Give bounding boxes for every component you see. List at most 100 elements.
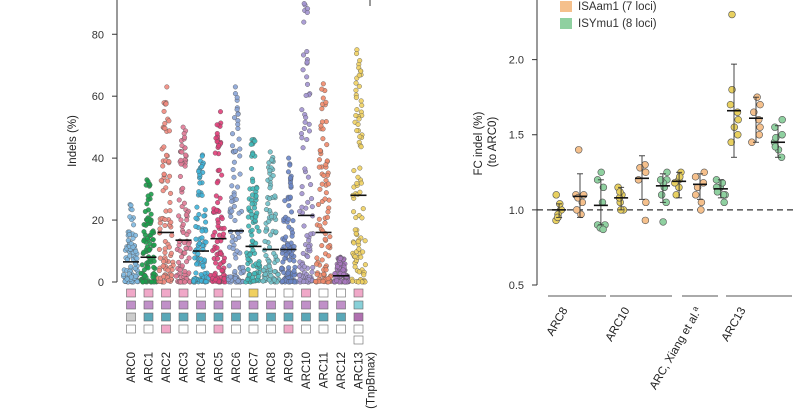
left-data-point <box>128 274 134 280</box>
left-data-point <box>353 87 359 93</box>
left-data-point <box>316 216 322 222</box>
module-cell <box>161 300 171 310</box>
left-data-point <box>269 157 275 163</box>
module-cell <box>353 324 364 334</box>
left-data-point <box>299 204 305 210</box>
left-data-point <box>216 143 222 149</box>
left-data-point <box>286 155 292 161</box>
left-data-point <box>304 59 310 65</box>
right-data-point <box>734 131 742 139</box>
left-data-point <box>140 279 146 285</box>
right-y-tick-label: 1.0 <box>509 205 524 217</box>
left-data-point <box>263 253 269 259</box>
left-y-tick-label: 80 <box>92 29 104 41</box>
left-data-point <box>169 272 175 278</box>
right-data-point <box>578 198 586 207</box>
left-data-point <box>287 257 293 263</box>
left-data-point <box>213 193 219 199</box>
left-data-point <box>325 209 331 215</box>
left-x-tick-label: ARC8 <box>266 352 278 383</box>
left-data-point <box>162 120 168 126</box>
left-data-point <box>233 255 239 261</box>
left-data-point <box>234 107 240 113</box>
left-data-point <box>173 273 179 279</box>
left-data-point <box>285 216 291 222</box>
left-data-point <box>168 190 174 196</box>
right-data-point <box>771 143 780 151</box>
left-data-point <box>302 119 308 125</box>
left-data-point <box>323 267 329 273</box>
left-data-point <box>193 215 199 221</box>
left-data-point <box>286 203 292 209</box>
left-data-point <box>132 265 138 271</box>
module-cell <box>231 312 241 322</box>
left-data-point <box>317 186 323 192</box>
module-cell <box>248 288 259 298</box>
left-data-point <box>214 180 220 186</box>
right-data-point <box>697 206 705 214</box>
legend-swatch <box>560 1 572 12</box>
module-cell <box>126 312 136 322</box>
left-data-point <box>215 200 221 206</box>
module-cell <box>248 324 259 334</box>
left-data-point <box>148 219 154 225</box>
right-data-point <box>750 108 758 116</box>
left-data-point <box>176 197 182 203</box>
left-data-point <box>269 214 275 220</box>
left-data-point <box>291 243 297 249</box>
left-data-point <box>184 259 190 265</box>
left-data-point <box>355 121 361 127</box>
left-data-point <box>360 206 366 212</box>
right-data-point <box>720 198 728 207</box>
module-cell <box>318 312 329 322</box>
left-data-point <box>359 215 365 221</box>
left-data-point <box>362 262 368 268</box>
left-data-point <box>236 136 242 142</box>
left-data-point <box>287 162 293 168</box>
left-data-point <box>356 116 362 122</box>
left-data-point <box>217 195 223 201</box>
left-data-point <box>169 232 175 238</box>
right-data-point <box>641 168 650 177</box>
left-data-point <box>167 199 173 205</box>
left-data-points <box>121 1 368 285</box>
left-data-point <box>233 196 239 202</box>
left-data-point <box>226 263 232 269</box>
left-data-point <box>177 248 183 254</box>
right-data-point <box>656 176 665 184</box>
left-data-point <box>323 190 329 196</box>
left-x-tick-label: ARC5 <box>214 352 226 383</box>
left-data-point <box>202 207 208 213</box>
left-x-tick-label: ARC11 <box>319 352 331 388</box>
left-data-point <box>319 106 325 112</box>
left-data-point <box>255 274 261 280</box>
left-data-point <box>166 159 172 165</box>
left-data-point <box>178 217 184 223</box>
left-data-point <box>198 272 204 278</box>
right-data-point <box>580 191 588 199</box>
left-data-point <box>214 122 220 128</box>
left-data-point <box>357 189 363 195</box>
left-data-point <box>252 138 258 144</box>
right-data-point <box>756 100 764 109</box>
left-data-point <box>254 224 260 230</box>
left-data-point <box>235 278 241 284</box>
module-cell <box>336 324 346 334</box>
left-data-point <box>304 137 310 143</box>
left-data-point <box>268 273 274 279</box>
module-cell <box>178 300 189 310</box>
module-cell <box>213 324 224 334</box>
left-data-point <box>151 264 157 270</box>
module-cell <box>231 300 241 310</box>
left-data-point <box>232 218 238 224</box>
legend: ISAam1 (7 loci) ISYmu1 (8 loci) <box>560 1 657 30</box>
left-data-point <box>320 278 326 284</box>
left-data-point <box>235 184 241 190</box>
left-data-point <box>283 252 289 258</box>
left-data-point <box>249 201 255 207</box>
left-y-tick-label: 0 <box>98 277 104 289</box>
module-cell <box>283 324 294 334</box>
module-cell <box>283 312 294 322</box>
left-data-point <box>151 258 157 264</box>
left-data-point <box>160 188 166 194</box>
